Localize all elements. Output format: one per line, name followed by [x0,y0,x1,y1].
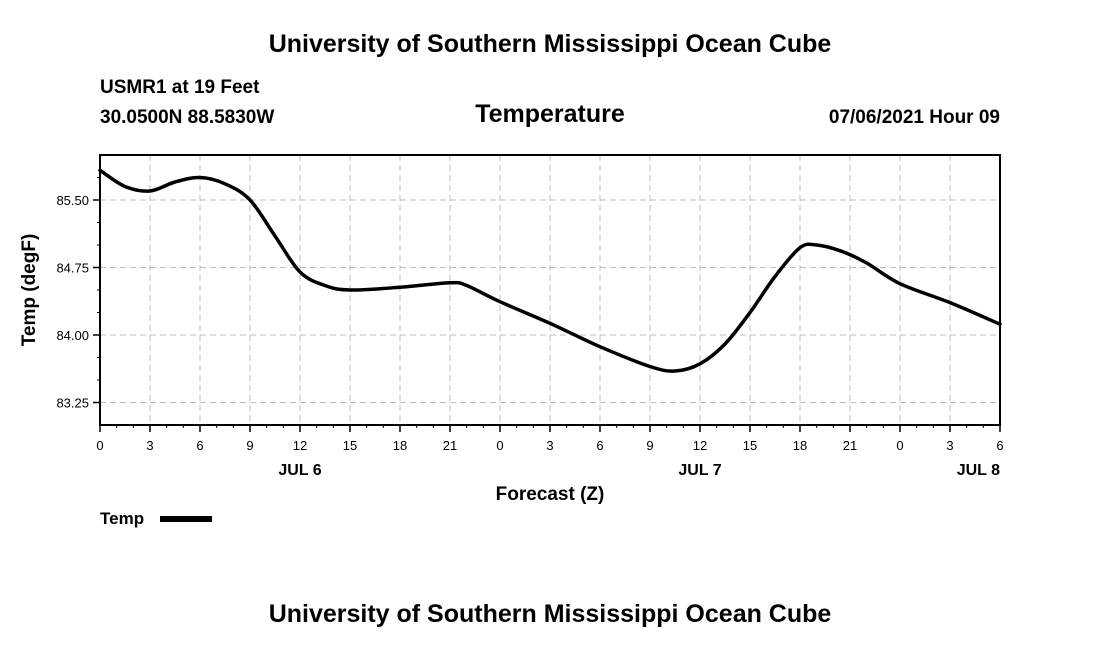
x-tick-label: 9 [246,438,253,453]
x-tick-label: 0 [96,438,103,453]
x-tick-label: 6 [596,438,603,453]
day-label: JUL 8 [957,462,1000,479]
x-tick-label: 9 [646,438,653,453]
coordinates-label: 30.0500N 88.5830W [100,107,275,128]
ticks: 0 3 6 9 12 15 18 21 0 3 6 9 12 15 18 21 0 3 6 JUL 6 JUL 7 JUL… [56,177,1004,479]
x-tick-label: 3 [146,438,153,453]
series-layer [98,168,1002,373]
legend-label-temp: Temp [100,509,145,528]
chart-title: Temperature [475,100,625,128]
x-tick-label: 21 [843,438,857,453]
x-tick-label: 15 [343,438,357,453]
x-axis-label: Forecast (Z) [496,484,605,505]
station-label: USMR1 at 19 Feet [100,77,260,98]
day-label: JUL 7 [678,462,721,479]
legend: Temp [100,509,230,531]
x-tick-label: 12 [293,438,307,453]
x-tick-label: 6 [196,438,203,453]
x-tick-label: 15 [743,438,757,453]
page-title-bottom: University of Southern Mississippi Ocean… [268,600,832,628]
series-line-temp [98,168,1002,373]
y-tick-label: 84.75 [56,261,89,276]
grid-lines [100,155,1000,425]
y-tick-label: 85.50 [56,193,89,208]
day-label: JUL 6 [278,462,321,479]
x-tick-label: 3 [946,438,953,453]
x-tick-label: 18 [393,438,407,453]
date-label: 07/06/2021 Hour 09 [828,107,1000,128]
x-tick-label: 18 [793,438,807,453]
x-tick-label: 3 [546,438,553,453]
y-tick-label: 84.00 [56,328,89,343]
x-tick-label: 6 [996,438,1003,453]
legend-swatch-temp [160,516,212,522]
y-axis-label: Temp (degF) [19,234,40,347]
x-tick-label: 0 [896,438,903,453]
x-tick-label: 0 [496,438,503,453]
x-tick-label: 21 [443,438,457,453]
page-title-top: University of Southern Mississippi Ocean… [268,30,832,58]
x-tick-label: 12 [693,438,707,453]
y-tick-label: 83.25 [56,396,89,411]
